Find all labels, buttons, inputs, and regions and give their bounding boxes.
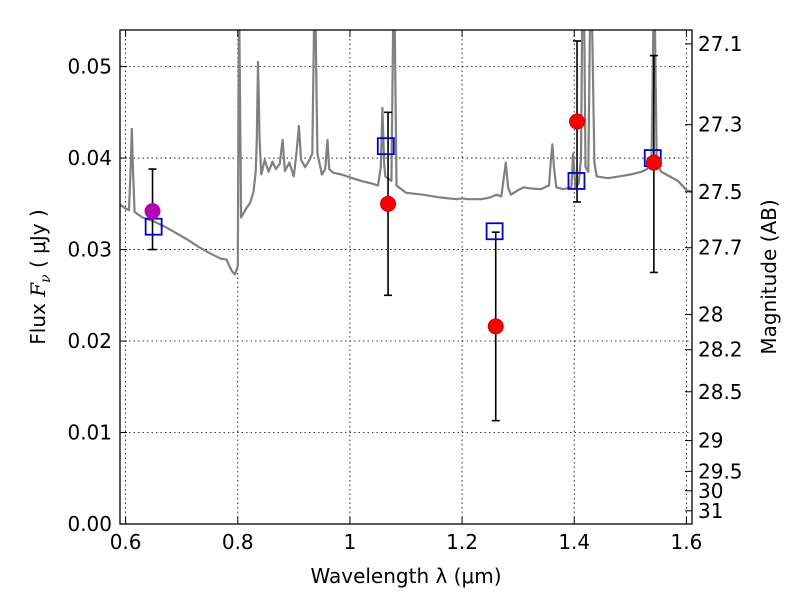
observed-flux-point	[144, 203, 161, 220]
axis-ticks: 0.6 0.8 1 1.2 1.4 1.6 0.00 0.01 0.02 0.03 0.04 0.05…	[67, 30, 743, 554]
x-tick-label: 1	[344, 530, 357, 554]
observed-flux-point	[569, 113, 586, 130]
mag-tick-label: 27.3	[698, 113, 743, 137]
x-axis-title: Wavelength λ (μm)	[310, 564, 501, 588]
grid-lines	[120, 30, 692, 525]
mag-tick-label: 30	[698, 479, 723, 503]
y-axis-title-suffix: ( μJy )	[26, 209, 50, 274]
mag-tick-label: 29	[698, 429, 723, 453]
x-tick-label: 1.2	[446, 530, 478, 554]
observed-flux-point	[645, 154, 662, 171]
mag-tick-label: 28	[698, 302, 723, 326]
model-flux-square	[485, 222, 504, 241]
x-tick-label: 1.6	[670, 530, 702, 554]
y-axis-title-prefix: Flux	[26, 297, 50, 345]
observed-flux-point	[487, 318, 504, 335]
y-tick-label: 0.02	[67, 329, 112, 353]
template-spectrum-line	[120, 30, 692, 276]
mag-tick-label: 31	[698, 499, 723, 523]
observed-flux-point	[380, 195, 397, 212]
mag-tick-label: 28.2	[698, 338, 743, 362]
y-axis-title-variable: F	[26, 282, 50, 298]
model-flux-square	[376, 137, 395, 156]
y-tick-label: 0.03	[67, 238, 112, 262]
mag-tick-label: 29.5	[698, 459, 743, 483]
y-axis-title-subscript: ν	[38, 274, 54, 283]
y2-axis-title: Magnitude (AB)	[757, 199, 781, 354]
y-tick-label: 0.00	[67, 512, 112, 536]
mag-tick-label: 28.5	[698, 380, 743, 404]
x-tick-label: 0.8	[222, 530, 254, 554]
plot-frame	[119, 29, 693, 525]
y-axis-title: Flux Fν ( μJy )	[26, 209, 54, 344]
x-tick-label: 0.6	[110, 530, 142, 554]
mag-tick-label: 27.7	[698, 236, 743, 260]
y-tick-label: 0.05	[67, 55, 112, 79]
y-tick-label: 0.04	[67, 146, 112, 170]
plot-markers	[144, 40, 662, 422]
model-flux-square	[567, 172, 586, 190]
mag-tick-label: 27.1	[698, 32, 743, 56]
y-tick-label: 0.01	[67, 421, 112, 445]
plot-data	[120, 30, 692, 276]
mag-tick-label: 27.5	[698, 180, 743, 204]
x-tick-label: 1.4	[558, 530, 590, 554]
